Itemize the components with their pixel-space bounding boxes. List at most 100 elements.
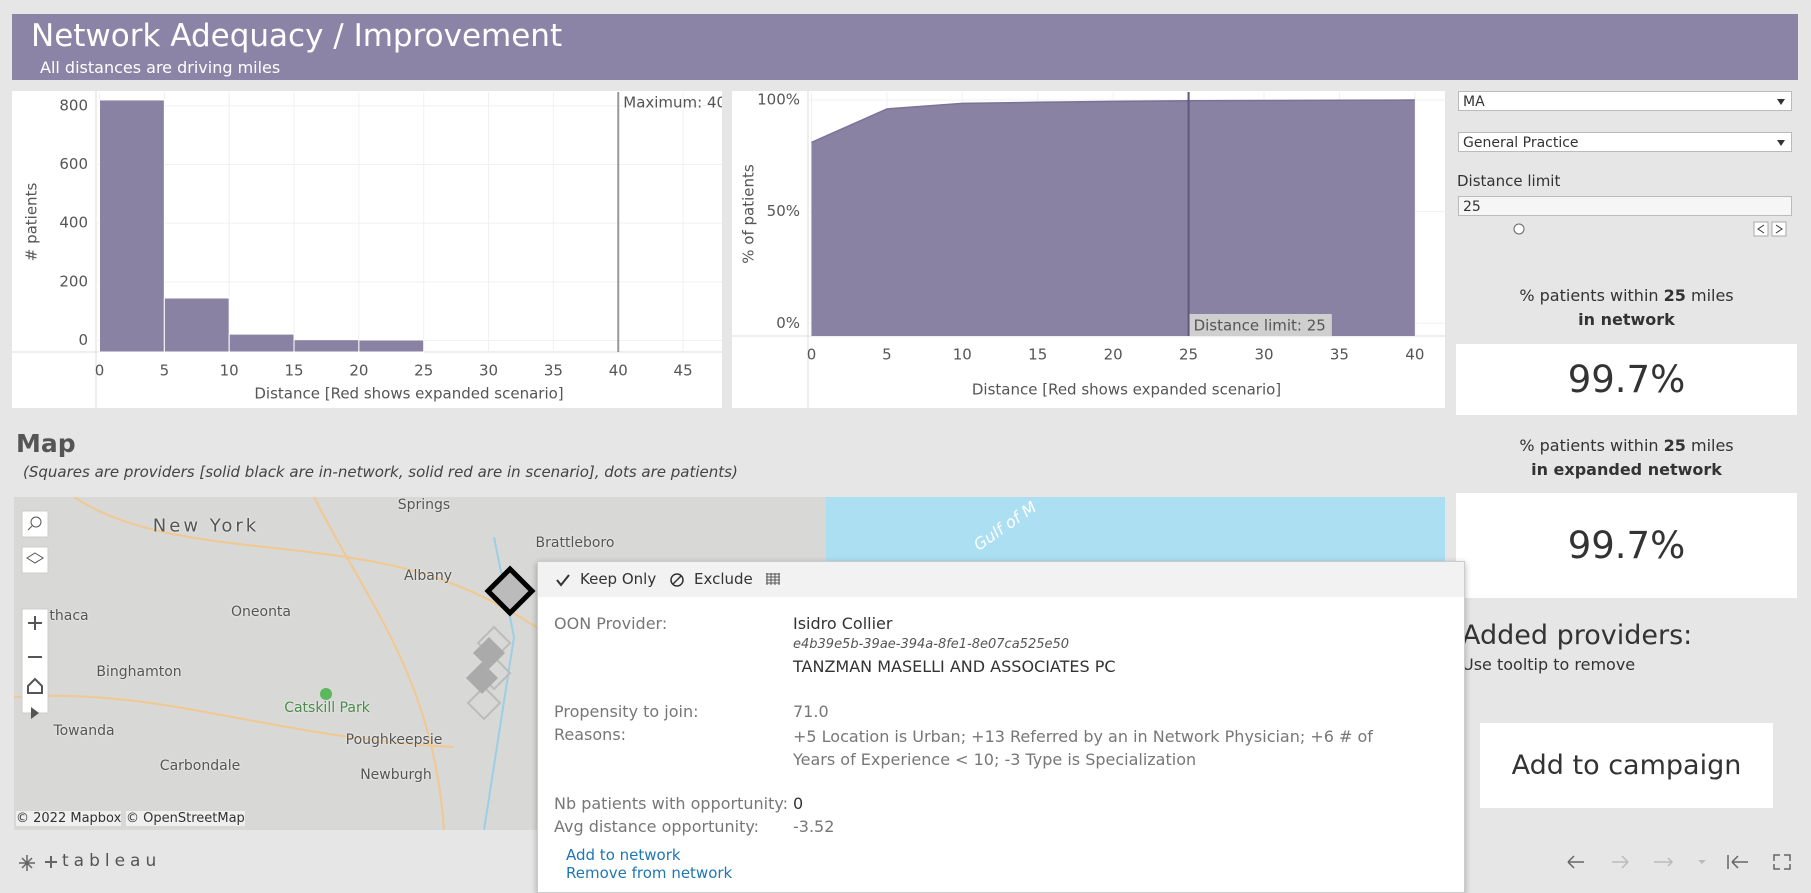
- footer-toolbar[interactable]: [1560, 852, 1800, 872]
- x-tick-label: 30: [1254, 346, 1273, 364]
- header: Network Adequacy / Improvement All dista…: [12, 14, 1798, 80]
- x-tick-label: 20: [1104, 346, 1123, 364]
- x-axis-title: Distance [Red shows expanded scenario]: [254, 385, 563, 403]
- y-axis-title: % of patients: [740, 164, 758, 264]
- exclude[interactable]: Exclude: [694, 570, 753, 588]
- kpi-distance: 25: [1663, 286, 1686, 305]
- reference-label-box: [1189, 314, 1332, 336]
- tooltip-label: Propensity to join:: [554, 702, 699, 721]
- tooltip-value: -3.52: [793, 817, 835, 836]
- x-tick-label: 40: [1405, 346, 1424, 364]
- exclude-icon: [670, 573, 684, 587]
- x-tick-label: 10: [953, 346, 972, 364]
- kpi-label: % patients within 25 miles in expanded ne…: [1456, 434, 1797, 482]
- reference-label: Maximum: 40: [623, 94, 722, 112]
- map-attribution: © 2022 Mapbox: [16, 811, 122, 826]
- map-label: Catskill Park: [284, 700, 370, 716]
- bar: [358, 339, 425, 353]
- slider-next[interactable]: [1771, 221, 1787, 237]
- add-to-campaign-button[interactable]: Add to campaign: [1480, 723, 1773, 808]
- map-label: Springs: [397, 497, 451, 513]
- y-tick-label: 600: [59, 155, 88, 173]
- y-tick-label: 400: [59, 214, 88, 232]
- x-tick-label: 5: [882, 346, 892, 364]
- slider-prev[interactable]: [1753, 221, 1769, 237]
- x-tick-label: 5: [160, 362, 170, 380]
- area-line: [811, 99, 1415, 144]
- x-tick-label: 25: [1179, 346, 1198, 364]
- kpi-label: % patients within 25 miles in network: [1456, 284, 1797, 332]
- map-label: New York: [152, 515, 260, 537]
- map-subtitle: (Squares are providers [solid black are …: [23, 463, 738, 481]
- slider-thumb[interactable]: [1513, 223, 1525, 235]
- tooltip-link[interactable]: Add to network: [566, 846, 681, 864]
- kpi-text: in expanded network: [1531, 460, 1722, 479]
- histogram-chart: 0 200 400 600 800 0 5 10 15 20 25 30 35 40 45 Maximum: …: [12, 91, 722, 408]
- reference-label: Distance limit: 25: [1194, 317, 1326, 335]
- y-tick-label: 200: [59, 272, 88, 290]
- dropdown-value: General Practice: [1463, 135, 1579, 151]
- x-tick-label: 40: [609, 362, 628, 380]
- y-tick-label: 50%: [767, 202, 800, 220]
- state-dropdown[interactable]: MA: [1458, 91, 1792, 111]
- map-base: [14, 497, 1445, 830]
- tooltip-label: OON Provider:: [554, 614, 668, 633]
- y-tick-label: 0%: [776, 314, 800, 332]
- map-label: Carbondale: [159, 758, 241, 774]
- x-tick-label: 45: [674, 362, 693, 380]
- x-tick-label: 15: [1028, 346, 1047, 364]
- kpi-value: 99.7%: [1456, 344, 1797, 415]
- x-tick-label: 15: [284, 362, 303, 380]
- tooltip-toolbar: Keep Only Exclude: [538, 562, 1464, 597]
- map-attribution: © OpenStreetMap: [126, 811, 245, 826]
- map-controls[interactable]: [21, 510, 49, 719]
- tooltip-label: Avg distance opportunity:: [554, 817, 760, 836]
- tooltip-value: +5 Location is Urban; +13 Referred by an…: [793, 727, 1373, 769]
- kpi-text: % patients within: [1519, 436, 1659, 455]
- tooltip-value: 71.0: [793, 702, 829, 721]
- keep-only[interactable]: Keep Only: [580, 570, 657, 588]
- tooltip-label: Nb patients with opportunity:: [554, 794, 789, 813]
- x-tick-label: 35: [1330, 346, 1349, 364]
- x-tick-label: 35: [544, 362, 563, 380]
- tableau-mark: [19, 855, 35, 871]
- map-label: Towanda: [53, 723, 115, 739]
- dropdown-arrow: [1777, 99, 1785, 105]
- specialty-dropdown[interactable]: General Practice: [1458, 132, 1792, 152]
- tooltip-value: TANZMAN MASELLI AND ASSOCIATES PC: [793, 657, 1116, 676]
- added-title: Added providers:: [1462, 620, 1693, 651]
- x-tick-label: 30: [479, 362, 498, 380]
- view-data-icon[interactable]: [766, 573, 780, 585]
- distance-slider[interactable]: [1458, 221, 1794, 237]
- tooltip-label: Reasons:: [554, 725, 627, 744]
- y-tick-label: 800: [59, 96, 88, 114]
- tooltip-value: e4b39e5b-39ae-394a-8fe1-8e07ca525e50: [793, 637, 1070, 652]
- kpi-text: % patients within: [1519, 286, 1659, 305]
- bar: [228, 333, 295, 353]
- area-fill: [811, 100, 1415, 337]
- tableau-plus: [45, 856, 57, 868]
- map-label: Poughkeepsie: [345, 732, 443, 748]
- map-label: thaca: [49, 608, 89, 624]
- distance-input[interactable]: 25: [1458, 196, 1792, 216]
- input-value: 25: [1463, 199, 1481, 215]
- y-tick-label: 100%: [757, 91, 800, 109]
- tooltip-link[interactable]: Remove from network: [566, 864, 733, 882]
- y-axis-title: # patients: [23, 183, 41, 262]
- y-tick-label: 0: [78, 331, 88, 349]
- bar: [163, 297, 230, 353]
- bar: [99, 99, 165, 353]
- area-chart: 0% 50% 100% 0 5 10 15 20 25 30 35 40 Distance limit:…: [732, 91, 1445, 408]
- dropdown-arrow: [1777, 140, 1785, 146]
- x-tick-label: 0: [807, 346, 817, 364]
- tooltip: Keep Only Exclude OON Provider: Isidro C…: [537, 561, 1465, 893]
- map-label: Brattleboro: [535, 535, 615, 551]
- x-tick-label: 0: [95, 362, 105, 380]
- x-tick-label: 20: [349, 362, 368, 380]
- kpi-text: in network: [1578, 310, 1675, 329]
- map-label: Oneonta: [230, 604, 292, 620]
- selected-provider[interactable]: [484, 565, 536, 617]
- dropdown-value: MA: [1463, 94, 1485, 110]
- title: Network Adequacy / Improvement: [31, 18, 563, 54]
